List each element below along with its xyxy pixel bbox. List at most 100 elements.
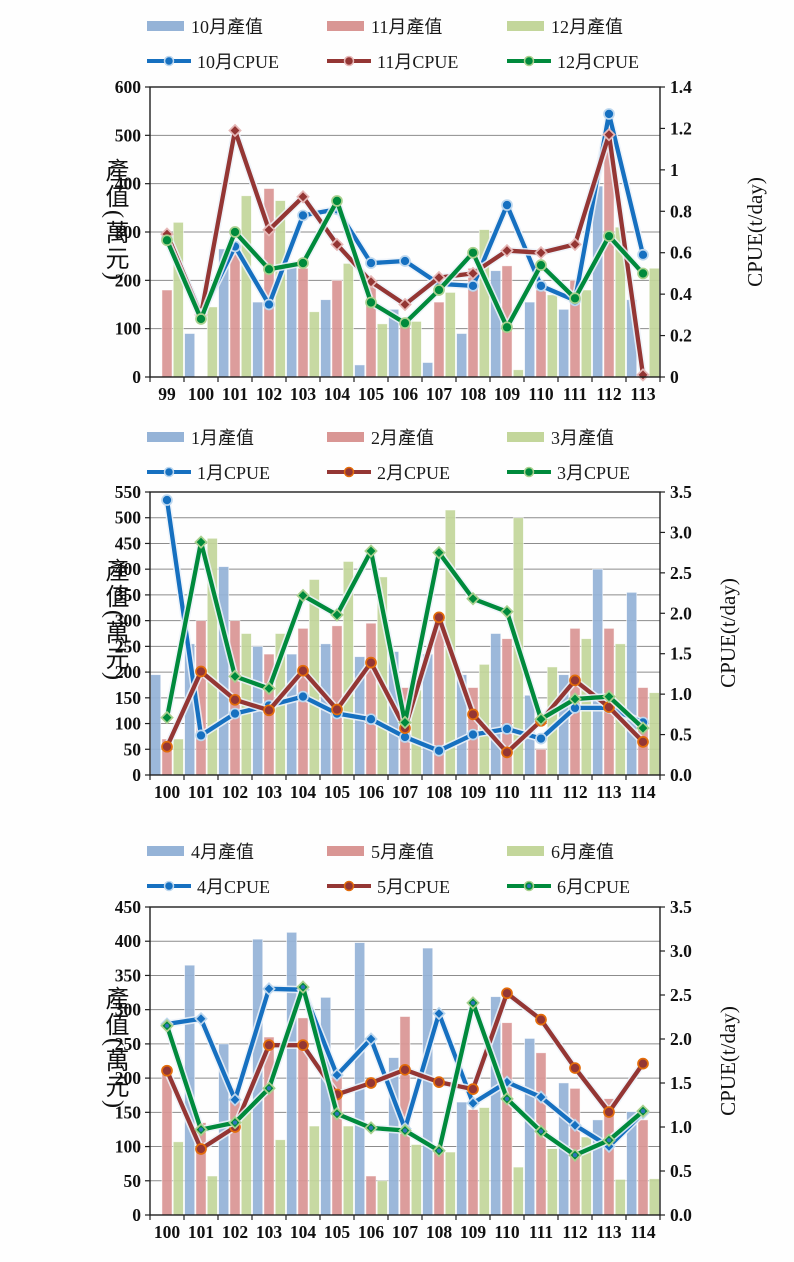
svg-text:600: 600 — [115, 77, 142, 97]
svg-text:0.0: 0.0 — [670, 765, 692, 785]
svg-text:1.0: 1.0 — [670, 684, 692, 704]
svg-text:113: 113 — [630, 384, 656, 404]
legend-label: 6月CPUE — [557, 877, 631, 897]
bars-3月產值 — [172, 509, 660, 776]
svg-text:100: 100 — [188, 384, 215, 404]
axis-labels: 0 50 100 150 200 250 300 350 400 450 500 550 0.0 0.5 1… — [115, 482, 692, 802]
svg-text:101: 101 — [188, 1222, 214, 1242]
svg-text:2.0: 2.0 — [670, 603, 692, 623]
legend-item: 12月產值 — [506, 13, 686, 39]
svg-text:114: 114 — [630, 1222, 656, 1242]
svg-text:110: 110 — [494, 1222, 520, 1242]
svg-text:400: 400 — [115, 174, 142, 194]
left-axis-title: 產值(萬元) — [101, 158, 127, 282]
legend-label: 4月CPUE — [197, 877, 271, 897]
legend-label: 2月CPUE — [377, 463, 451, 483]
svg-text:3.5: 3.5 — [670, 482, 692, 502]
svg-text:106: 106 — [358, 1222, 385, 1242]
legend-label: 12月產值 — [551, 17, 623, 37]
svg-text:1.2: 1.2 — [670, 118, 692, 138]
legend-label: 2月產值 — [371, 428, 434, 448]
svg-text:0: 0 — [132, 1205, 141, 1225]
svg-text:150: 150 — [115, 688, 142, 708]
svg-text:450: 450 — [115, 897, 142, 917]
legend-item: 12月CPUE — [506, 48, 686, 74]
legend-item: 6月產值 — [506, 838, 686, 864]
svg-text:107: 107 — [392, 782, 419, 802]
svg-text:0.5: 0.5 — [670, 1161, 692, 1181]
svg-text:112: 112 — [562, 782, 587, 802]
bars-10月產值 — [184, 185, 638, 378]
svg-text:2.5: 2.5 — [670, 563, 692, 583]
legend-label: 10月CPUE — [197, 52, 280, 72]
svg-text:106: 106 — [358, 782, 385, 802]
legend-item: 11月CPUE — [326, 48, 506, 74]
line-swatch — [147, 880, 191, 892]
svg-text:114: 114 — [630, 782, 656, 802]
svg-text:110: 110 — [528, 384, 554, 404]
svg-text:104: 104 — [324, 384, 351, 404]
svg-text:104: 104 — [290, 782, 317, 802]
bar-swatch — [327, 21, 364, 31]
line-1月CPUE — [161, 494, 649, 757]
legend-item: 4月產值 — [146, 838, 326, 864]
legend-item: 10月CPUE — [146, 48, 326, 74]
bar-swatch — [147, 21, 184, 31]
legend-item: 2月產值 — [326, 424, 506, 450]
legend-label: 10月產值 — [191, 17, 263, 37]
svg-text:1.4: 1.4 — [670, 77, 692, 97]
legend-item: 3月產值 — [506, 424, 686, 450]
svg-text:102: 102 — [222, 1222, 248, 1242]
svg-text:101: 101 — [188, 782, 214, 802]
svg-text:112: 112 — [596, 384, 621, 404]
svg-text:50: 50 — [124, 1171, 142, 1191]
line-swatch — [507, 55, 551, 67]
svg-text:108: 108 — [426, 1222, 453, 1242]
svg-text:3.5: 3.5 — [670, 897, 692, 917]
svg-text:108: 108 — [460, 384, 487, 404]
line-swatch — [327, 55, 371, 67]
svg-text:2.5: 2.5 — [670, 985, 692, 1005]
svg-text:300: 300 — [115, 611, 142, 631]
legend-item: 6月CPUE — [506, 873, 686, 899]
left-axis-title: 產值(萬元) — [101, 986, 127, 1110]
line-swatch — [327, 466, 371, 478]
svg-text:400: 400 — [115, 931, 142, 951]
svg-text:111: 111 — [563, 384, 587, 404]
bar-swatch — [327, 846, 364, 856]
bars-6月產值 — [172, 1103, 660, 1216]
svg-text:300: 300 — [115, 1000, 142, 1020]
svg-text:113: 113 — [596, 1222, 622, 1242]
svg-text:102: 102 — [256, 384, 282, 404]
svg-text:113: 113 — [596, 782, 622, 802]
svg-text:1.5: 1.5 — [670, 644, 692, 664]
bar-swatch — [507, 846, 544, 856]
svg-text:105: 105 — [358, 384, 385, 404]
svg-text:400: 400 — [115, 559, 142, 579]
svg-text:100: 100 — [154, 782, 181, 802]
svg-text:3.0: 3.0 — [670, 941, 692, 961]
bar-swatch — [147, 846, 184, 856]
legend-label: 5月CPUE — [377, 877, 451, 897]
svg-text:300: 300 — [115, 222, 142, 242]
svg-text:0.6: 0.6 — [670, 243, 692, 263]
svg-text:105: 105 — [324, 782, 351, 802]
line-5月CPUE — [161, 987, 649, 1155]
svg-text:550: 550 — [115, 482, 142, 502]
svg-text:0: 0 — [670, 367, 679, 387]
svg-text:1.5: 1.5 — [670, 1073, 692, 1093]
legend-label: 4月產值 — [191, 842, 254, 862]
legend-item: 4月CPUE — [146, 873, 326, 899]
svg-text:109: 109 — [460, 1222, 487, 1242]
line-swatch — [507, 466, 551, 478]
svg-text:0.0: 0.0 — [670, 1205, 692, 1225]
svg-text:200: 200 — [115, 1068, 142, 1088]
svg-text:0.5: 0.5 — [670, 725, 692, 745]
svg-text:0.8: 0.8 — [670, 201, 692, 221]
svg-text:2.0: 2.0 — [670, 1029, 692, 1049]
svg-text:112: 112 — [562, 1222, 587, 1242]
legend-label: 1月CPUE — [197, 463, 271, 483]
legend-chart-jan-mar: 1月產值 2月產值 3月產值 1月CPUE 2月CPUE 3月CPUE — [146, 424, 706, 485]
line-swatch — [147, 55, 191, 67]
